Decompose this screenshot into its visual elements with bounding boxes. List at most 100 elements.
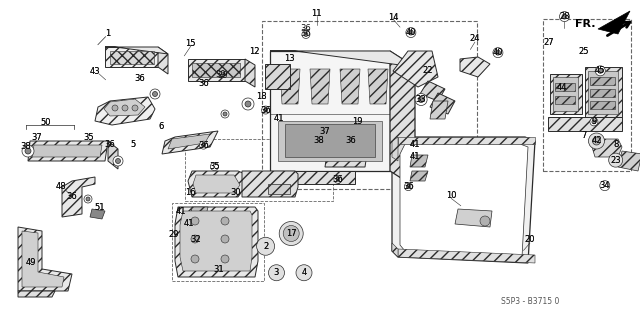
Text: 37: 37 bbox=[32, 133, 42, 142]
Circle shape bbox=[595, 66, 605, 76]
Polygon shape bbox=[460, 57, 490, 77]
Circle shape bbox=[191, 217, 199, 225]
Polygon shape bbox=[268, 184, 290, 194]
Text: 36: 36 bbox=[333, 175, 343, 184]
Text: 36: 36 bbox=[301, 29, 311, 38]
Text: 17: 17 bbox=[286, 229, 296, 238]
Text: 36: 36 bbox=[67, 192, 77, 201]
Text: 3: 3 bbox=[274, 268, 279, 277]
Polygon shape bbox=[104, 99, 145, 116]
Text: 34: 34 bbox=[600, 181, 610, 190]
Text: 40: 40 bbox=[406, 28, 416, 37]
Polygon shape bbox=[398, 249, 535, 263]
Polygon shape bbox=[285, 124, 375, 157]
Circle shape bbox=[262, 106, 269, 114]
Circle shape bbox=[480, 216, 490, 226]
Circle shape bbox=[86, 197, 90, 201]
Text: 31: 31 bbox=[214, 265, 224, 274]
Text: 41: 41 bbox=[175, 207, 186, 216]
Text: 20: 20 bbox=[525, 235, 535, 244]
Text: 5: 5 bbox=[131, 140, 136, 149]
Text: 28: 28 bbox=[559, 12, 570, 21]
Polygon shape bbox=[18, 227, 72, 291]
Circle shape bbox=[495, 50, 500, 55]
Polygon shape bbox=[162, 131, 218, 154]
Circle shape bbox=[115, 159, 120, 164]
Text: 38: 38 bbox=[20, 142, 31, 151]
Text: 39: 39 bbox=[216, 70, 226, 79]
Circle shape bbox=[408, 30, 413, 35]
Polygon shape bbox=[32, 145, 102, 157]
Polygon shape bbox=[180, 211, 252, 271]
Polygon shape bbox=[588, 71, 618, 114]
Text: 12: 12 bbox=[250, 47, 260, 56]
Text: 41: 41 bbox=[273, 114, 284, 123]
Text: 11: 11 bbox=[312, 9, 322, 18]
Circle shape bbox=[302, 30, 310, 39]
Circle shape bbox=[600, 181, 610, 191]
Text: 36: 36 bbox=[198, 79, 209, 88]
Text: 6: 6 bbox=[159, 122, 164, 130]
Text: 49: 49 bbox=[26, 258, 36, 267]
Circle shape bbox=[221, 235, 229, 243]
Text: 38: 38 bbox=[314, 137, 324, 145]
Text: 4: 4 bbox=[301, 268, 307, 277]
Polygon shape bbox=[598, 11, 630, 34]
Text: 36: 36 bbox=[260, 106, 271, 115]
Bar bbox=[172, 203, 264, 281]
Text: 36: 36 bbox=[346, 137, 356, 145]
Text: 5: 5 bbox=[131, 140, 136, 149]
Circle shape bbox=[418, 97, 424, 102]
Polygon shape bbox=[430, 101, 448, 119]
Circle shape bbox=[336, 177, 340, 181]
Bar bbox=[262, 21, 477, 189]
Circle shape bbox=[592, 120, 596, 124]
Text: 4: 4 bbox=[301, 268, 307, 277]
Polygon shape bbox=[108, 141, 118, 169]
Circle shape bbox=[22, 145, 34, 157]
Polygon shape bbox=[242, 171, 298, 197]
Polygon shape bbox=[265, 64, 290, 89]
Text: 36: 36 bbox=[260, 106, 271, 115]
Text: 36: 36 bbox=[67, 192, 77, 201]
Text: 49: 49 bbox=[26, 258, 36, 267]
Circle shape bbox=[132, 105, 138, 111]
Polygon shape bbox=[105, 47, 158, 67]
Text: 20: 20 bbox=[525, 235, 535, 244]
Polygon shape bbox=[193, 175, 240, 193]
Text: S5P3 - B3715 0: S5P3 - B3715 0 bbox=[501, 296, 559, 306]
Text: 48: 48 bbox=[56, 182, 66, 191]
Circle shape bbox=[242, 98, 254, 110]
Circle shape bbox=[296, 265, 312, 281]
Text: 14: 14 bbox=[388, 13, 399, 22]
Text: 13: 13 bbox=[284, 54, 294, 63]
Circle shape bbox=[112, 105, 118, 111]
Text: 35: 35 bbox=[209, 162, 220, 171]
Polygon shape bbox=[310, 69, 330, 104]
Text: 48: 48 bbox=[56, 182, 66, 191]
Polygon shape bbox=[553, 77, 578, 111]
Polygon shape bbox=[455, 209, 492, 227]
Text: 42: 42 bbox=[591, 137, 602, 145]
Polygon shape bbox=[192, 63, 240, 77]
Text: 19: 19 bbox=[352, 117, 362, 126]
Polygon shape bbox=[268, 171, 355, 184]
Circle shape bbox=[84, 195, 92, 203]
Text: 39: 39 bbox=[218, 71, 228, 80]
Circle shape bbox=[283, 226, 300, 241]
Circle shape bbox=[191, 255, 199, 263]
Text: 35: 35 bbox=[209, 162, 220, 171]
Circle shape bbox=[320, 136, 330, 146]
Polygon shape bbox=[90, 209, 105, 219]
Polygon shape bbox=[340, 69, 360, 104]
Text: 7: 7 bbox=[581, 131, 586, 140]
Polygon shape bbox=[392, 137, 535, 263]
Polygon shape bbox=[393, 51, 438, 87]
Text: 28: 28 bbox=[559, 12, 570, 21]
Polygon shape bbox=[105, 47, 168, 54]
Text: 18: 18 bbox=[256, 92, 266, 101]
Circle shape bbox=[562, 14, 567, 19]
Polygon shape bbox=[590, 77, 615, 85]
Text: 44: 44 bbox=[557, 83, 567, 92]
Polygon shape bbox=[168, 134, 210, 149]
